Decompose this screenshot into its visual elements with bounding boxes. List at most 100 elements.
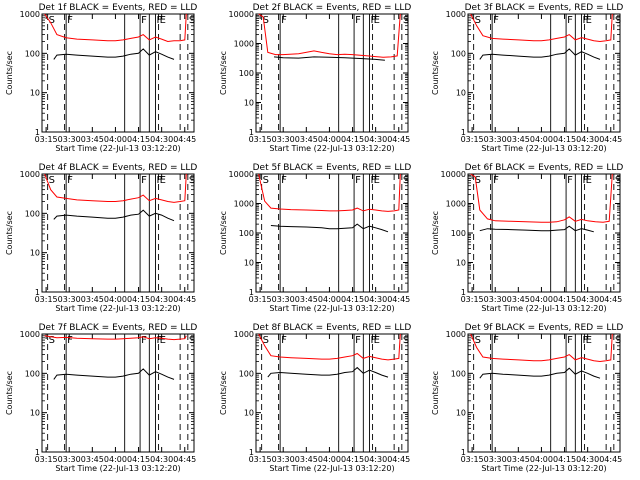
chart-panel-9: Det 9f BLACK = Events, RED = LLD 1 10 100 10…	[431, 323, 623, 473]
event-marker-label: S	[49, 335, 55, 346]
chart-title: Det 1f BLACK = Events, RED = LLD	[39, 3, 198, 13]
chart-title: Det 3f BLACK = Events, RED = LLD	[465, 3, 624, 13]
y-tick-label: 100	[239, 69, 254, 78]
x-tick-label: 04:00	[530, 295, 553, 304]
event-marker-label: S	[189, 335, 195, 346]
x-tick-label: 04:30	[150, 295, 173, 304]
x-tick-label: 03:15	[249, 135, 272, 144]
x-tick-label: 04:00	[318, 295, 341, 304]
y-tick-label: 1000	[446, 10, 466, 19]
y-tick-label: 100	[451, 369, 466, 378]
series-line-lld	[470, 13, 613, 43]
x-axis-label: Start Time (22-Jul-13 03:12:20)	[269, 304, 394, 313]
x-tick-label: 03:15	[35, 295, 58, 304]
event-marker-label: F	[370, 335, 376, 346]
x-tick-label: 04:45	[599, 455, 622, 464]
event-marker-label: E	[374, 335, 380, 346]
x-axis-label: Start Time (22-Jul-13 03:12:20)	[481, 304, 606, 313]
x-tick-label: 04:45	[387, 135, 410, 144]
x-tick-label: 03:30	[58, 295, 81, 304]
plot-frame	[41, 333, 195, 453]
x-tick-label: 03:15	[35, 455, 58, 464]
event-marker-label: S	[49, 15, 55, 26]
y-axis-label: Counts/sec	[219, 51, 228, 95]
event-marker-label: S	[403, 15, 409, 26]
chart-panel-5: Det 5f BLACK = Events, RED = LLD 1 10 100 10…	[219, 163, 411, 313]
y-tick-label: 1	[249, 448, 254, 457]
plot-frame	[255, 333, 409, 453]
event-marker-label: F	[567, 335, 573, 346]
y-tick-label: 10000	[441, 170, 466, 179]
event-marker-label: F	[141, 335, 147, 346]
x-tick-label: 04:45	[173, 455, 196, 464]
y-tick-label: 10	[244, 259, 254, 268]
event-marker-label: F	[156, 175, 162, 186]
event-marker-label: S	[615, 175, 621, 186]
y-tick-label: 1	[35, 128, 40, 137]
event-marker-label: F	[493, 175, 499, 186]
event-marker-label: S	[49, 175, 55, 186]
x-tick-label: 04:30	[150, 135, 173, 144]
event-marker-label: F	[370, 15, 376, 26]
x-tick-label: 04:45	[173, 295, 196, 304]
y-tick-label: 10	[244, 409, 254, 418]
event-marker-label: S	[475, 175, 481, 186]
x-tick-label: 03:30	[58, 455, 81, 464]
event-marker-label: E	[374, 175, 380, 186]
x-axis-label: Start Time (22-Jul-13 03:12:20)	[55, 144, 180, 153]
series-line-events	[53, 48, 175, 60]
event-marker-label: F	[582, 175, 588, 186]
x-tick-label: 03:45	[507, 135, 530, 144]
chart-panel-7: Det 7f BLACK = Events, RED = LLD 1 10 100 10…	[5, 323, 197, 473]
x-tick-label: 04:30	[364, 135, 387, 144]
event-marker-label: S	[615, 335, 621, 346]
x-tick-label: 04:15	[341, 135, 364, 144]
event-marker-label: E	[160, 175, 166, 186]
y-axis-label: Counts/sec	[5, 371, 14, 415]
y-tick-label: 1000	[20, 170, 40, 179]
x-tick-label: 04:30	[364, 295, 387, 304]
event-marker-label: E	[374, 15, 380, 26]
x-tick-label: 04:45	[599, 295, 622, 304]
event-marker-label: S	[189, 15, 195, 26]
x-tick-label: 03:15	[35, 135, 58, 144]
event-marker-label: F	[567, 175, 573, 186]
y-axis-label: Counts/sec	[219, 371, 228, 415]
x-tick-label: 03:30	[58, 135, 81, 144]
event-marker-label: F	[67, 335, 73, 346]
y-axis-label: Counts/sec	[431, 211, 440, 255]
x-tick-label: 03:30	[484, 455, 507, 464]
chart-panel-1: Det 1f BLACK = Events, RED = LLD 1 10 100 10…	[5, 3, 197, 153]
series-line-lld	[258, 13, 401, 58]
y-tick-label: 10	[456, 259, 466, 268]
x-tick-label: 03:45	[295, 455, 318, 464]
x-tick-label: 04:30	[576, 135, 599, 144]
event-marker-label: F	[493, 335, 499, 346]
series-line-events	[53, 209, 175, 222]
y-tick-label: 10000	[229, 170, 254, 179]
chart-title: Det 2f BLACK = Events, RED = LLD	[253, 3, 412, 13]
x-tick-label: 04:00	[104, 135, 127, 144]
event-marker-label: S	[263, 15, 269, 26]
y-tick-label: 1	[249, 128, 254, 137]
series-line-events	[270, 223, 389, 233]
chart-title: Det 9f BLACK = Events, RED = LLD	[465, 323, 624, 333]
x-tick-label: 04:45	[173, 135, 196, 144]
x-axis-label: Start Time (22-Jul-13 03:12:20)	[269, 464, 394, 473]
x-axis-label: Start Time (22-Jul-13 03:12:20)	[481, 144, 606, 153]
event-marker-label: S	[263, 335, 269, 346]
x-tick-label: 04:15	[553, 455, 576, 464]
y-axis-label: Counts/sec	[431, 371, 440, 415]
x-tick-label: 04:15	[127, 455, 150, 464]
event-marker-label: F	[582, 15, 588, 26]
x-tick-label: 04:45	[599, 135, 622, 144]
x-tick-label: 03:30	[484, 295, 507, 304]
y-axis-label: Counts/sec	[219, 211, 228, 255]
x-axis-label: Start Time (22-Jul-13 03:12:20)	[481, 464, 606, 473]
x-tick-label: 04:15	[553, 295, 576, 304]
x-tick-label: 03:15	[461, 455, 484, 464]
y-tick-label: 1000	[234, 330, 254, 339]
series-line-events	[479, 225, 594, 233]
x-tick-label: 03:45	[81, 135, 104, 144]
event-marker-label: S	[189, 175, 195, 186]
